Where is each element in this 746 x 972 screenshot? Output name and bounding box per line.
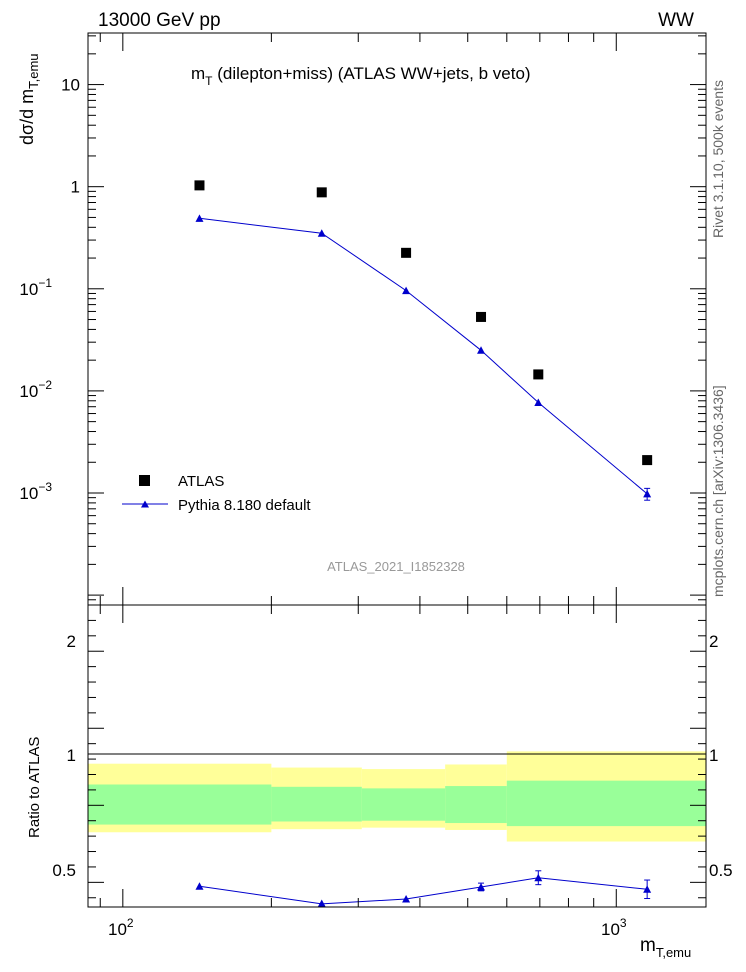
ratio-pythia-point (643, 885, 652, 893)
main-ticks (88, 33, 706, 606)
main-y-tick-label: 10−3 (19, 480, 52, 503)
atlas-point (533, 369, 544, 380)
ratio-pythia-point (402, 894, 411, 903)
atlas-point (642, 455, 653, 466)
x-tick-1000-base: 10 (601, 920, 620, 939)
atlas-point (316, 187, 327, 198)
ratio-y-tick-05-left: 0.5 (52, 861, 76, 880)
ratio-bands (88, 751, 706, 842)
main-y-tick-label: 10 (61, 76, 80, 95)
main-y-tick-label: 1 (71, 178, 80, 197)
rivet-label: Rivet 3.1.10, 500k events (710, 80, 726, 238)
legend-atlas-marker (139, 475, 150, 486)
ratio-pythia-line (199, 877, 648, 905)
x-tick-1000: 103 (601, 916, 627, 939)
ratio-panel: 2 1 0.5 2 1 0.5 Ratio to ATLAS 102 103 m… (26, 604, 733, 960)
main-y-axis-label-sub: T,emu (26, 53, 41, 88)
x-axis-label: mT,emu (640, 935, 691, 960)
atlas-point (476, 311, 487, 322)
pythia-point (643, 489, 652, 498)
ratio-y-tick-2-left: 2 (67, 632, 76, 651)
legend-pythia-label: Pythia 8.180 default (178, 497, 311, 514)
main-marks (194, 180, 653, 501)
main-panel: 10 1 10−1 10−2 10−3 mT (dilepton+miss) (ATLA… (17, 32, 707, 606)
ratio-ticks (88, 605, 706, 907)
ratio-marks (195, 870, 652, 907)
plot-title-rest: (dilepton+miss) (ATLAS WW+jets, b veto) (213, 64, 531, 83)
source-label: mcplots.cern.ch [arXiv:1306.3436] (710, 385, 726, 597)
x-tick-1000-exp: 3 (620, 916, 627, 930)
atlas-point (194, 180, 205, 191)
pythia-point (402, 286, 411, 295)
main-y-axis-label: dσ/d mT,emu (17, 53, 41, 145)
ratio-pythia-point (195, 882, 204, 890)
x-tick-100-base: 10 (108, 920, 127, 939)
ratio-y-tick-05-right: 0.5 (709, 861, 733, 880)
main-y-tick-label: 10−1 (19, 276, 52, 299)
main-y-tick-label: 10−2 (19, 378, 52, 401)
analysis-watermark: ATLAS_2021_I1852328 (327, 559, 465, 574)
main-frame (87, 32, 707, 606)
ratio-frame (87, 604, 707, 908)
legend: ATLAS Pythia 8.180 default (122, 473, 311, 514)
ratio-inner-band (361, 788, 446, 821)
legend-atlas-label: ATLAS (178, 473, 224, 490)
ratio-inner-band (271, 786, 362, 822)
x-tick-100: 102 (108, 916, 134, 939)
pythia-point (534, 398, 543, 406)
process-label: WW (658, 10, 694, 31)
plot-title-sub: T (205, 74, 213, 88)
plot-title: mT (dilepton+miss) (ATLAS WW+jets, b vet… (191, 64, 531, 88)
pythia-point (317, 229, 326, 237)
x-tick-100-exp: 2 (127, 916, 134, 930)
plot-title-m: m (191, 64, 205, 83)
pythia-line (199, 217, 648, 495)
ratio-pythia-point (317, 899, 326, 907)
ratio-inner-band (506, 780, 706, 827)
main-y-tick-labels: 10 1 10−1 10−2 10−3 (19, 76, 80, 503)
atlas-point (401, 247, 412, 258)
main-y-axis-label-main: dσ/d m (17, 89, 37, 145)
ratio-inner-band (88, 784, 272, 825)
energy-label: 13000 GeV pp (98, 10, 221, 31)
ratio-y-tick-2-right: 2 (709, 632, 718, 651)
ratio-y-axis-label: Ratio to ATLAS (26, 737, 43, 838)
pythia-point (195, 214, 204, 222)
ratio-y-tick-1-left: 1 (67, 746, 76, 765)
ratio-y-tick-1-right: 1 (709, 746, 718, 765)
x-axis-label-sub: T,emu (656, 945, 691, 960)
x-axis-label-main: m (640, 935, 656, 956)
pythia-point (477, 346, 486, 354)
ratio-pythia-point (534, 873, 543, 882)
ratio-pythia-point (477, 882, 486, 891)
legend-pythia-marker (141, 500, 149, 508)
ratio-inner-band (445, 786, 507, 824)
